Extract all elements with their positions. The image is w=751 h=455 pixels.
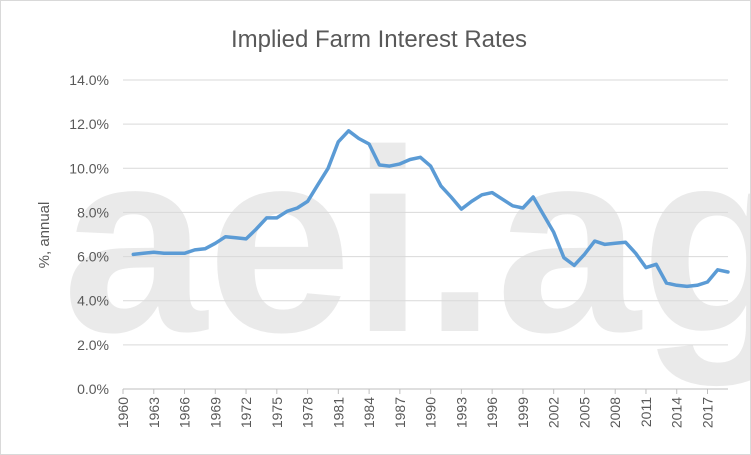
y-tick-label: 4.0% (77, 293, 109, 309)
x-tick-label: 1996 (484, 397, 500, 428)
x-tick-label: 1972 (238, 397, 254, 428)
x-tick-label: 2017 (699, 397, 715, 428)
y-tick-label: 14.0% (69, 72, 109, 88)
x-tick-label: 1969 (207, 397, 223, 428)
x-tick-label: 2014 (669, 397, 685, 428)
y-tick-label: 8.0% (77, 204, 109, 220)
x-tick-label: 1978 (300, 397, 316, 428)
y-tick-label: 12.0% (69, 116, 109, 132)
chart-title: Implied Farm Interest Rates (231, 26, 527, 53)
x-tick-label: 1993 (453, 397, 469, 428)
x-tick-label: 2008 (607, 397, 623, 428)
x-tick-label: 1990 (423, 397, 439, 428)
x-tick-label: 1981 (330, 397, 346, 428)
x-tick-label: 1963 (146, 397, 162, 428)
y-axis-ticks: 0.0% 2.0% 4.0% 6.0% 8.0% 10.0% 12.0% 14.0% (69, 72, 109, 397)
x-axis-ticks: 1960 1963 1966 1969 1972 1975 1978 1981 1984 1987… (115, 389, 715, 428)
y-tick-label: 6.0% (77, 249, 109, 265)
x-tick-label: 2005 (576, 397, 592, 428)
watermark-text: aei.ag (62, 97, 750, 388)
gridlines (123, 79, 728, 390)
y-tick-label: 2.0% (77, 337, 109, 353)
x-tick-label: 1966 (177, 397, 193, 428)
x-tick-label: 1975 (269, 397, 285, 428)
y-tick-label: 0.0% (77, 381, 109, 397)
x-tick-label: 1987 (392, 397, 408, 428)
y-tick-label: 10.0% (69, 160, 109, 176)
x-tick-label: 1999 (515, 397, 531, 428)
x-tick-label: 1984 (361, 397, 377, 428)
x-tick-label: 2002 (546, 397, 562, 428)
x-tick-label: 1960 (115, 397, 131, 428)
series-line (131, 129, 730, 289)
y-axis-title: %, annual (36, 202, 53, 269)
series-group (131, 129, 730, 289)
x-tick-label: 2011 (638, 397, 654, 427)
